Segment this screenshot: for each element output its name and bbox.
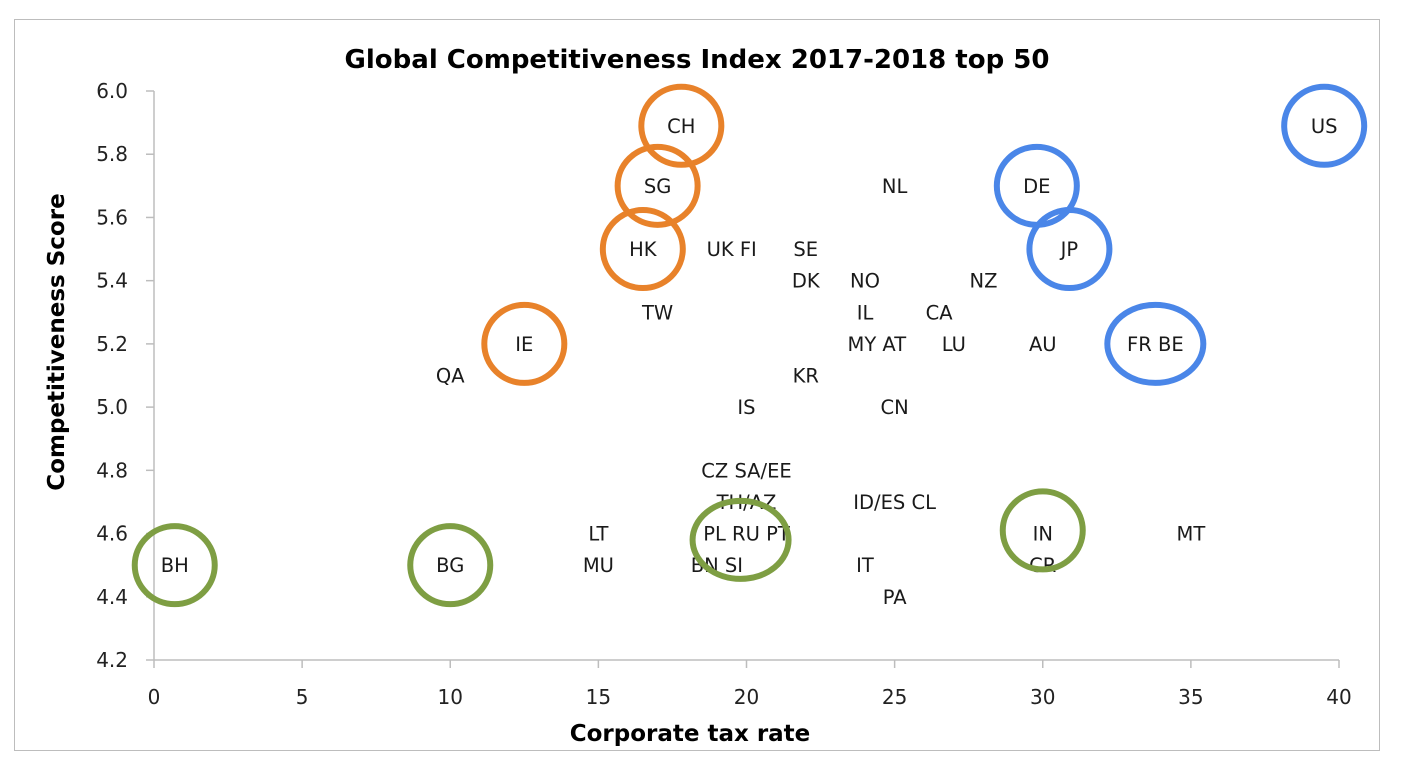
data-point-label: DK [792,270,821,293]
data-point-label: CN [881,396,909,419]
data-point-label: MT [1177,523,1206,546]
chart-title: Global Competitiveness Index 2017-2018 t… [345,45,1050,75]
highlight-circle-orange [599,207,686,292]
highlight-circle-green [999,488,1086,573]
y-tick-label: 5.6 [96,205,128,229]
x-tick-label: 25 [882,685,907,709]
data-point-label: NO [850,270,880,293]
y-tick-label: 4.2 [96,648,128,672]
y-tick-label: 4.6 [96,522,128,546]
highlight-circle-orange [638,83,725,168]
highlight-circle-green [689,497,792,582]
y-tick-label: 5.8 [96,142,128,166]
data-point-label: NL [882,175,908,198]
x-tick-label: 40 [1326,685,1351,709]
y-tick-label: 5.0 [96,395,128,419]
x-tick-label: 30 [1030,685,1055,709]
y-tick-label: 5.2 [96,332,128,356]
data-point-label: CZ SA/EE [701,459,791,482]
y-tick-label: 4.8 [96,458,128,482]
point-labels: CH SG HK UK FI SE NL DE US JP DK NO NZ TW IL CA IE MY AT… [161,115,1338,609]
highlight-circle-green [131,523,218,608]
data-point-label: NZ [970,270,998,293]
highlight-circle-blue [1026,207,1113,292]
data-point-label: LU [942,333,966,356]
data-point-label: PA [883,586,908,609]
y-tick-label: 4.4 [96,585,128,609]
highlight-circles [131,83,1368,608]
data-point-label: JP [1059,238,1079,261]
data-point-label: AU [1029,333,1057,356]
x-axis-title: Corporate tax rate [570,721,811,747]
x-tick-label: 10 [438,685,463,709]
data-point-label: UK FI [707,238,757,261]
data-point-label: CH [667,115,695,138]
data-point-label: IT [856,554,874,577]
highlight-circle-blue [1281,83,1368,168]
data-point-label: BH [161,554,189,577]
y-tick-label: 6.0 [96,79,128,103]
data-point-label: CA [926,301,954,324]
data-point-label: HK [629,238,658,261]
y-axis-title: Competitiveness Score [44,193,70,490]
x-tick-label: 5 [296,685,309,709]
data-point-label: MU [583,554,614,577]
data-point-label: US [1311,115,1338,138]
data-point-label: SG [644,175,672,198]
data-point-label: BG [436,554,464,577]
data-point-label: ID/ES CL [853,491,936,514]
data-point-label: TW [641,301,673,324]
data-point-label: DE [1023,175,1050,198]
y-tick-label: 5.4 [96,269,128,293]
highlight-circle-orange [481,301,568,386]
x-tick-label: 20 [734,685,759,709]
data-point-label: SE [793,238,818,261]
highlight-circle-orange [614,143,701,228]
axes: 4.2 4.4 4.6 4.8 5.0 5.2 5.4 5.6 5.8 6.0 0 5 10 15 20 25… [96,79,1352,709]
x-tick-label: 35 [1178,685,1203,709]
data-point-label: IE [515,333,533,356]
data-point-label: PL RU PT [703,523,790,546]
data-point-label: MY AT [848,333,907,356]
data-point-label: IS [737,396,755,419]
x-tick-label: 0 [148,685,161,709]
data-point-label: LT [588,523,608,546]
data-point-label: QA [436,365,465,388]
data-point-label: KR [793,365,819,388]
highlight-circle-green [407,523,494,608]
data-point-label: IN [1033,523,1053,546]
highlight-circle-blue [1104,301,1207,386]
x-tick-label: 15 [586,685,611,709]
data-point-label: BN SI [691,554,743,577]
data-point-label: IL [857,301,874,324]
data-point-label: FR BE [1127,333,1184,356]
